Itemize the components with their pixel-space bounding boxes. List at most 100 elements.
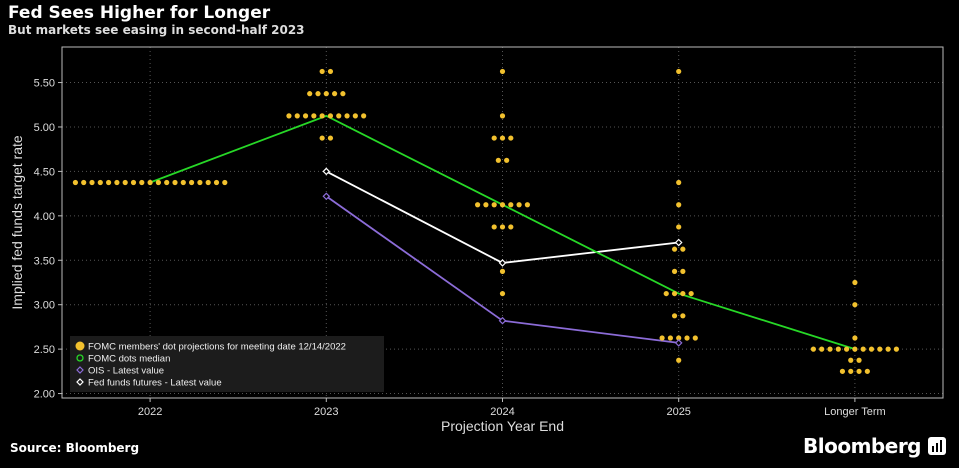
- fomc-dot: [72, 179, 78, 186]
- fomc-dot: [491, 135, 497, 141]
- chart-title: Fed Sees Higher for Longer: [8, 3, 271, 23]
- fomc-dot: [499, 224, 506, 230]
- fomc-dot: [852, 302, 858, 308]
- fomc-dot: [516, 202, 522, 208]
- fomc-dot: [336, 113, 342, 119]
- fomc-dot: [89, 179, 95, 186]
- fomc-dot: [524, 202, 531, 208]
- y-tick-label: 4.50: [34, 166, 55, 178]
- fomc-dot: [885, 346, 891, 352]
- fomc-dot: [172, 179, 178, 186]
- fomc-dot: [361, 113, 367, 119]
- fomc-dot: [848, 368, 854, 374]
- fomc-dot: [213, 179, 220, 186]
- fomc-dot: [676, 202, 682, 208]
- fomc-dot: [508, 224, 514, 230]
- fomc-dot: [852, 335, 858, 341]
- fomc-dot: [659, 335, 665, 341]
- fomc-dot: [860, 346, 866, 352]
- x-axis-label: Projection Year End: [441, 418, 564, 434]
- source-note: Source: Bloomberg: [10, 441, 140, 455]
- bloomberg-logo: Bloomberg: [803, 434, 921, 458]
- fomc-dot: [197, 179, 203, 186]
- fomc-dot: [676, 224, 682, 230]
- fomc-dot: [680, 268, 686, 274]
- fomc-dot: [332, 91, 338, 97]
- x-tick-label: 2022: [138, 406, 162, 418]
- fomc-dot: [499, 135, 506, 141]
- fomc-dot: [810, 346, 817, 352]
- fomc-dot: [856, 357, 862, 363]
- fomc-dot: [499, 113, 506, 119]
- chart-subtitle: But markets see easing in second-half 20…: [8, 23, 305, 37]
- fomc-dot: [499, 68, 506, 75]
- fomc-dot: [676, 179, 682, 186]
- bloomberg-chart-icon: [928, 437, 946, 455]
- fomc-dot: [352, 113, 358, 119]
- fomc-dot: [302, 113, 309, 119]
- legend-diamond-symbol: [76, 366, 84, 374]
- legend-diamond-symbol: [76, 378, 84, 386]
- x-tick-label: 2023: [314, 406, 338, 418]
- y-tick-label: 2.00: [34, 389, 55, 401]
- series-marker-2: [674, 238, 683, 247]
- fomc-dot: [676, 357, 682, 363]
- fomc-dot: [189, 179, 195, 186]
- fomc-dot: [205, 179, 211, 186]
- fomc-dot: [475, 202, 481, 208]
- fomc-dot: [671, 246, 678, 252]
- fomc-dot: [692, 335, 698, 341]
- fomc-dot: [495, 157, 501, 163]
- y-tick-label: 3.00: [34, 300, 55, 312]
- fomc-dot: [499, 202, 506, 208]
- fomc-dot: [839, 368, 846, 374]
- series-line-0: [149, 114, 856, 350]
- series-marker-1: [322, 192, 331, 201]
- fomc-dot: [508, 135, 514, 141]
- fomc-dot: [684, 335, 690, 341]
- y-tick-label: 3.50: [34, 255, 55, 267]
- fomc-dot: [852, 279, 858, 286]
- fomc-dot: [327, 68, 334, 75]
- fomc-dot: [856, 368, 862, 374]
- fomc-dot: [671, 313, 678, 319]
- fomc-dot: [319, 113, 325, 119]
- fomc-dot: [827, 346, 833, 352]
- series-marker-2: [498, 259, 507, 267]
- y-tick-label: 2.50: [34, 344, 55, 356]
- fomc-dot: [680, 313, 686, 319]
- series-line-2: [325, 170, 679, 264]
- fomc-dot: [893, 346, 900, 352]
- fomc-dot: [844, 346, 850, 352]
- fomc-dot: [122, 179, 128, 186]
- fomc-dot: [499, 268, 506, 274]
- x-axis: 2022 2023 2024 2025 Longer Term: [138, 398, 886, 418]
- fomc-dot: [864, 368, 870, 374]
- y-tick-label: 4.00: [34, 211, 55, 223]
- legend-dot-symbol: [75, 341, 85, 351]
- fomc-dot: [663, 290, 669, 297]
- series-markers: [322, 167, 683, 347]
- fomc-dot: [327, 135, 334, 141]
- fomc-dot: [835, 346, 841, 352]
- legend-label: FOMC members' dot projections for meetin…: [88, 342, 346, 353]
- fomc-dot: [164, 179, 170, 186]
- fomc-dot: [319, 135, 325, 141]
- series-lines: [149, 114, 856, 350]
- fomc-dot: [819, 346, 825, 352]
- y-axis-label: Implied fed funds target rate: [9, 135, 25, 310]
- legend-median-symbol: [76, 354, 84, 362]
- fomc-dot: [139, 179, 145, 186]
- fomc-dots: [72, 68, 900, 374]
- fomc-dot: [311, 113, 317, 119]
- fomc-dot: [307, 91, 313, 97]
- fomc-dot: [155, 179, 161, 186]
- fomc-dot: [504, 157, 510, 163]
- fomc-dot: [491, 202, 497, 208]
- y-axis: 2.00 2.50 3.00 3.50 4.00 4.50 5.00 5.50: [34, 78, 62, 401]
- fomc-dot: [483, 202, 489, 208]
- fomc-dot: [294, 113, 300, 119]
- fomc-dot: [81, 179, 87, 186]
- y-tick-label: 5.50: [34, 78, 55, 90]
- fomc-dot: [671, 290, 678, 297]
